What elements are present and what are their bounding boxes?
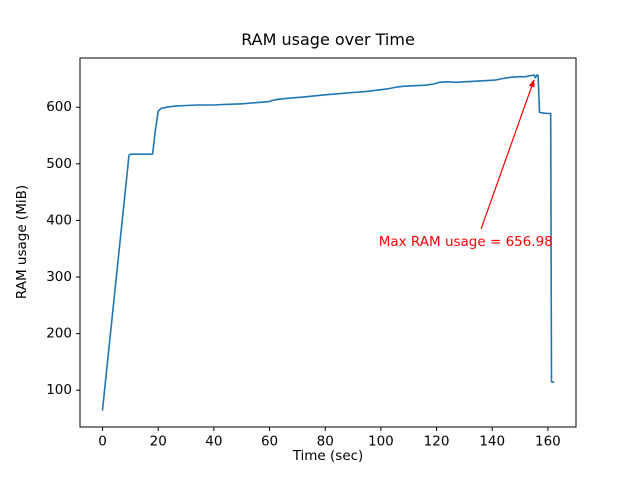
ram-usage-line — [101, 74, 555, 411]
y-tick-label: 600 — [46, 99, 72, 115]
line-series — [101, 74, 555, 411]
chart-title: RAM usage over Time — [241, 30, 415, 49]
x-tick-label: 120 — [424, 434, 450, 450]
y-tick-label: 300 — [46, 269, 72, 285]
x-tick-label: 60 — [261, 434, 278, 450]
x-tick-label: 100 — [368, 434, 394, 450]
x-tick-label: 0 — [98, 434, 107, 450]
y-axis-label: RAM usage (MiB) — [14, 185, 30, 299]
y-tick-label: 400 — [46, 212, 72, 228]
plot-frame — [79, 57, 577, 428]
max-annotation: Max RAM usage = 656.98 — [379, 79, 553, 250]
x-tick-label: 20 — [150, 434, 167, 450]
y-tick-label: 200 — [46, 326, 72, 342]
annotation-arrow — [480, 79, 535, 230]
y-tick-label: 500 — [46, 156, 72, 172]
x-tick-label: 80 — [317, 434, 334, 450]
x-tick-label: 40 — [205, 434, 222, 450]
annotation-text: Max RAM usage = 656.98 — [379, 234, 553, 250]
axis-ticks: 0 20 40 60 80 100 120 140 160 100 200 300 400 500 600 — [46, 99, 561, 449]
x-tick-label: 140 — [479, 434, 505, 450]
x-axis-label: Time (sec) — [292, 448, 364, 464]
y-tick-label: 100 — [46, 382, 72, 398]
x-tick-label: 160 — [535, 434, 561, 450]
